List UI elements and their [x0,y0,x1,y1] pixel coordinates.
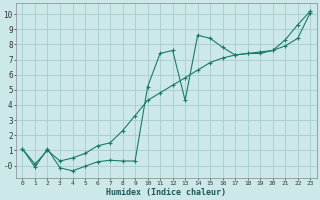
X-axis label: Humidex (Indice chaleur): Humidex (Indice chaleur) [106,188,226,197]
